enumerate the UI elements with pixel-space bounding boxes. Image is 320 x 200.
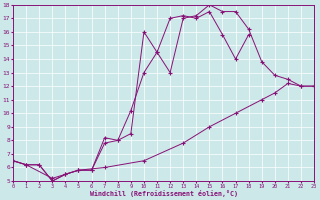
- X-axis label: Windchill (Refroidissement éolien,°C): Windchill (Refroidissement éolien,°C): [90, 190, 237, 197]
